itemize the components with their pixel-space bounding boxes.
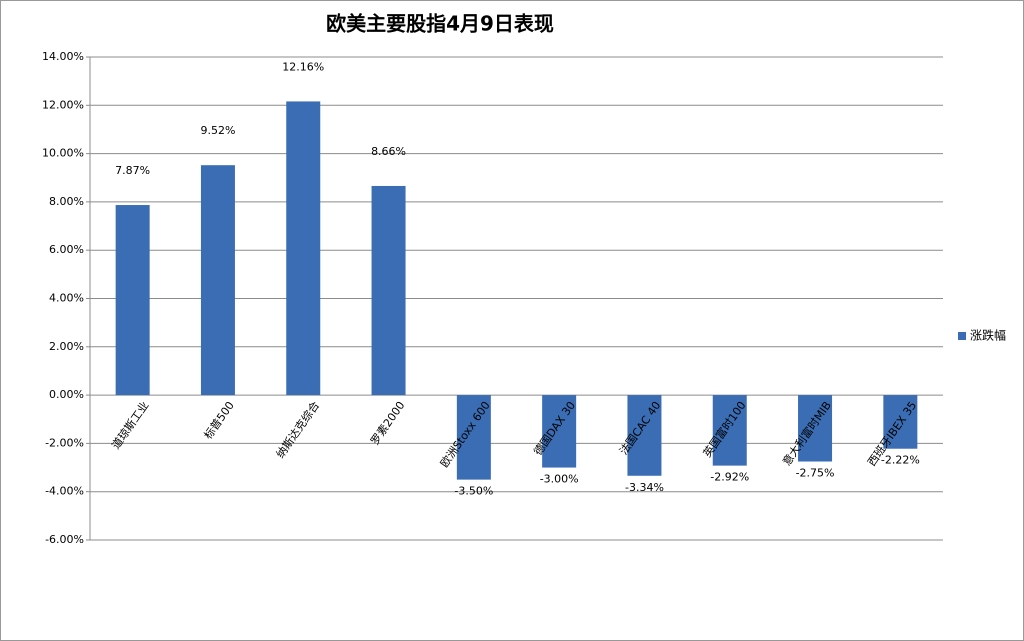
data-label: 12.16%: [282, 60, 324, 73]
y-tick-label: -6.00%: [45, 533, 84, 546]
bar: [712, 395, 747, 466]
y-tick-label: -4.00%: [45, 485, 84, 498]
bar: [542, 395, 577, 468]
bar: [456, 395, 491, 480]
bar: [286, 101, 321, 396]
data-label: -3.00%: [540, 473, 579, 486]
bar: [798, 395, 833, 462]
data-label: 9.52%: [200, 124, 235, 137]
y-tick-label: 12.00%: [42, 98, 84, 111]
data-label: -3.50%: [454, 485, 493, 498]
y-tick-label: -2.00%: [45, 436, 84, 449]
bar: [883, 395, 918, 449]
data-label: 7.87%: [115, 164, 150, 177]
bar: [200, 165, 235, 396]
legend-label: 涨跌幅: [970, 328, 1006, 343]
y-tick-label: 0.00%: [49, 388, 84, 401]
chart-title: 欧美主要股指4月9日表现: [326, 12, 554, 36]
y-tick-label: 10.00%: [42, 147, 84, 160]
data-label: -3.34%: [625, 481, 664, 494]
bar: [627, 395, 662, 476]
data-label: -2.92%: [710, 471, 749, 484]
y-tick-label: 2.00%: [49, 340, 84, 353]
y-tick-label: 14.00%: [42, 50, 84, 63]
data-label: -2.22%: [881, 454, 920, 467]
y-tick-label: 8.00%: [49, 195, 84, 208]
bar: [371, 185, 406, 396]
y-tick-label: 6.00%: [49, 243, 84, 256]
legend-swatch: [958, 332, 966, 340]
data-label: -2.75%: [796, 467, 835, 480]
bar: [115, 205, 150, 396]
y-tick-label: 4.00%: [49, 292, 84, 305]
data-label: 8.66%: [371, 145, 406, 158]
